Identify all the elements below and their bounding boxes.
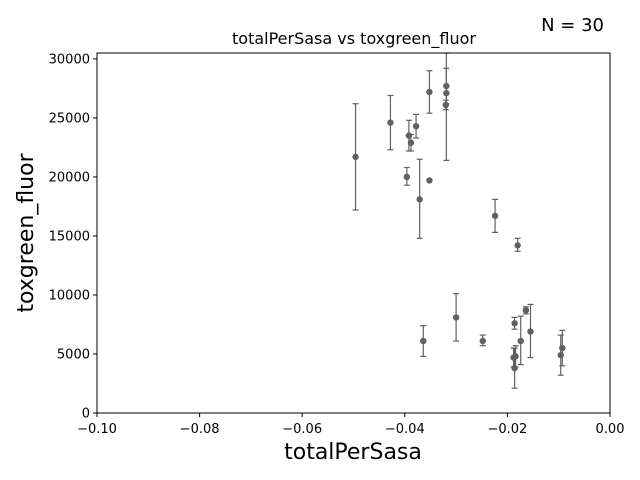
point-marker — [412, 122, 420, 130]
y-tick-label: 5000 — [57, 347, 90, 362]
point-marker — [426, 88, 433, 96]
data-point — [416, 158, 423, 239]
y-tick-label: 10000 — [49, 288, 90, 303]
y-tick-label: 25000 — [49, 111, 90, 126]
x-tick-label: −0.06 — [282, 422, 322, 437]
x-axis-label: totalPerSasa — [284, 440, 422, 465]
y-tick-label: 0 — [82, 407, 90, 422]
x-tick-label: −0.08 — [180, 422, 220, 437]
data-point — [517, 315, 524, 366]
point-marker — [407, 139, 415, 146]
y-tick-label: 30000 — [49, 52, 90, 67]
data-point — [511, 316, 518, 330]
point-marker — [420, 337, 427, 345]
sample-size-annotation: N = 30 — [541, 15, 604, 36]
point-marker — [479, 337, 486, 345]
data-point — [412, 113, 420, 139]
point-marker — [517, 337, 524, 345]
point-marker — [512, 353, 519, 360]
x-axis: −0.10 −0.08 −0.06 −0.04 −0.02 0.00 — [77, 413, 624, 437]
data-point — [522, 306, 530, 315]
plot-frame — [96, 52, 611, 414]
chart-title: totalPerSasa vs toxgreen_fluor — [232, 29, 476, 49]
data-point — [407, 133, 415, 152]
data-marks — [352, 52, 566, 389]
data-point — [512, 345, 519, 368]
data-point — [559, 329, 566, 367]
x-tick-label: 0.00 — [596, 422, 625, 437]
point-marker — [491, 212, 499, 220]
point-marker — [527, 328, 534, 335]
data-point — [387, 94, 394, 151]
y-tick-label: 15000 — [49, 229, 90, 244]
point-marker — [511, 364, 518, 372]
x-tick-label: −0.04 — [385, 422, 425, 437]
point-marker — [511, 320, 518, 327]
data-point — [452, 293, 460, 342]
data-point — [514, 237, 521, 252]
point-marker — [557, 351, 564, 359]
data-point — [557, 334, 564, 376]
x-tick-label: −0.10 — [77, 422, 117, 437]
y-tick-label: 20000 — [49, 170, 90, 185]
data-point — [527, 303, 534, 359]
point-marker — [559, 344, 566, 352]
point-marker — [426, 177, 433, 184]
point-marker — [403, 173, 411, 181]
point-marker — [443, 89, 450, 97]
data-point — [403, 166, 411, 186]
point-marker — [514, 242, 521, 249]
data-point — [479, 334, 486, 347]
data-point — [420, 325, 427, 357]
x-tick-label: −0.02 — [487, 422, 527, 437]
data-point — [352, 103, 359, 211]
point-marker — [416, 196, 423, 203]
point-marker — [452, 314, 460, 321]
point-marker — [352, 153, 359, 161]
y-axis: 0 5000 10000 15000 20000 25000 30000 — [49, 52, 97, 422]
point-marker — [387, 119, 394, 126]
data-point — [491, 198, 499, 234]
point-marker — [522, 307, 530, 314]
data-point — [426, 70, 433, 114]
y-axis-label: toxgreen_fluor — [14, 152, 39, 312]
data-point — [426, 177, 433, 184]
data-point — [443, 52, 450, 162]
